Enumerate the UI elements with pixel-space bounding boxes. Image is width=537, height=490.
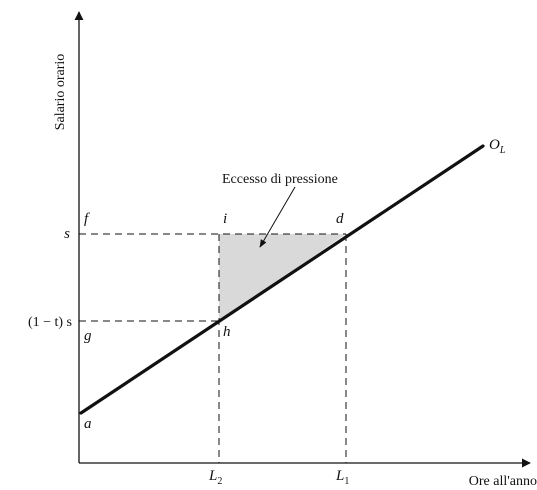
x-tick-l2-base: L	[208, 468, 217, 484]
supply-curve-label-base: O	[489, 137, 500, 153]
y-tick-wage: s	[64, 226, 70, 242]
supply-curve-label-sub: L	[499, 145, 506, 156]
point-label-i: i	[223, 211, 227, 227]
x-tick-l2-sub: 2	[217, 476, 222, 487]
x-tick-l1: L1	[335, 468, 349, 487]
supply-curve	[79, 144, 485, 415]
supply-curve-label: OL	[489, 137, 506, 156]
annotation-arrow	[259, 186, 296, 248]
y-tick-net-wage: (1 − t) s	[28, 315, 72, 330]
x-tick-l1-sub: 1	[344, 476, 349, 487]
annotation-text: Eccesso di pressione	[222, 172, 338, 187]
y-axis-label: Salario orario	[53, 54, 68, 131]
point-label-f: f	[84, 211, 90, 227]
point-label-h: h	[223, 324, 231, 340]
x-tick-l2: L2	[208, 468, 222, 487]
point-label-g: g	[84, 328, 92, 344]
x-tick-l1-base: L	[335, 468, 344, 484]
point-label-a: a	[84, 416, 92, 432]
x-axis-label: Ore all'anno	[469, 474, 537, 489]
point-label-d: d	[336, 211, 344, 227]
dashed-guides	[79, 233, 347, 463]
